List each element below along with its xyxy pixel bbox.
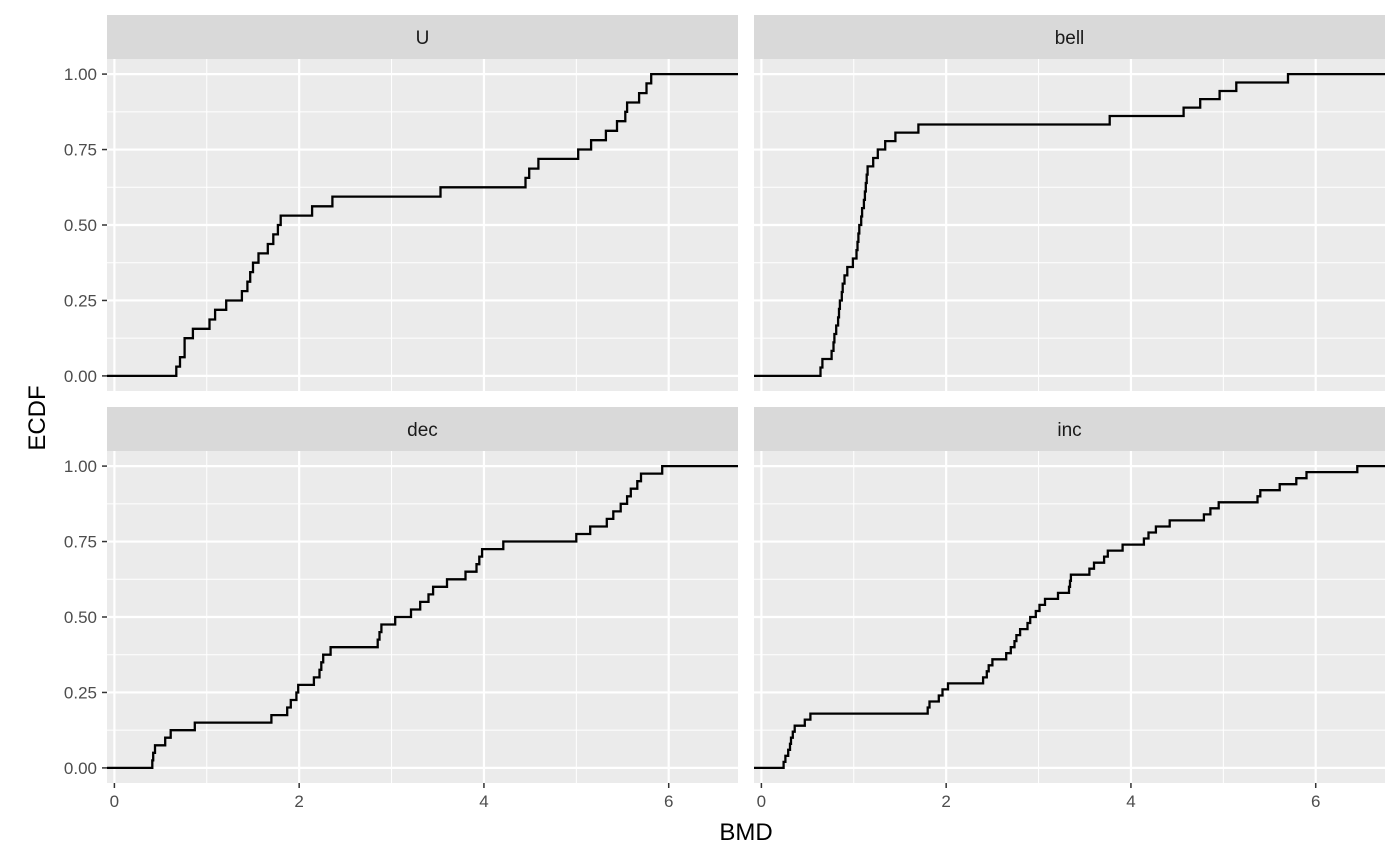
y-tick-label: 1.00	[64, 457, 97, 476]
ecdf-line-bell	[754, 72, 1385, 378]
y-tick-label: 0.50	[64, 216, 97, 235]
strip-u	[107, 15, 738, 59]
x-tick-label: 2	[294, 792, 303, 811]
y-axis-title: ECDF	[24, 385, 51, 451]
strip-label-inc: inc	[1057, 420, 1081, 441]
x-tick-label: 0	[110, 792, 119, 811]
ecdf-line-u	[107, 72, 738, 378]
strip-label-bell: bell	[1055, 28, 1085, 49]
ecdf-line-inc	[754, 464, 1385, 770]
y-tick-label: 0.50	[64, 608, 97, 627]
y-tick-label: 0.25	[64, 683, 97, 702]
y-tick-label: 0.75	[64, 533, 97, 552]
x-tick-label: 2	[941, 792, 950, 811]
ecdf-line-dec	[107, 464, 738, 770]
x-tick-label: 0	[757, 792, 766, 811]
x-axis-title: BMD	[719, 819, 773, 846]
x-tick-label: 4	[479, 792, 488, 811]
strip-label-u: U	[416, 28, 430, 49]
y-tick-label: 1.00	[64, 65, 97, 84]
x-tick-label: 6	[664, 792, 673, 811]
y-tick-label: 0.25	[64, 291, 97, 310]
x-tick-label: 6	[1311, 792, 1320, 811]
y-tick-label: 0.00	[64, 367, 97, 386]
strip-label-dec: dec	[407, 420, 438, 441]
strip-inc	[754, 407, 1385, 451]
strip-bell	[754, 15, 1385, 59]
x-tick-label: 4	[1126, 792, 1135, 811]
y-tick-label: 0.75	[64, 141, 97, 160]
strip-dec	[107, 407, 738, 451]
y-tick-label: 0.00	[64, 759, 97, 778]
